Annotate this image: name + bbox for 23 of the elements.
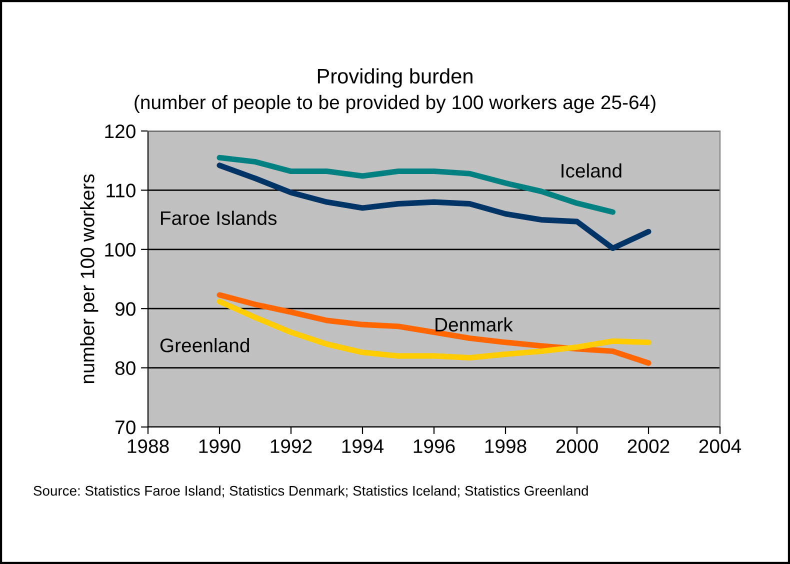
y-axis-title: number per 100 workers — [80, 174, 98, 384]
chart-subtitle: (number of people to be provided by 100 workers age 25-64) — [134, 94, 656, 114]
y-tick-label: 70 — [116, 420, 136, 434]
y-tick-label: 80 — [115, 361, 136, 376]
x-tick-label: 1994 — [342, 439, 384, 454]
x-tick-label: 2002 — [628, 439, 670, 454]
source-note: Source: Statistics Faroe Island; Statistics Denmark; Statistics Iceland; Statistics Greenland — [34, 486, 588, 498]
x-tick-label: 1990 — [199, 439, 240, 454]
y-tick-label: 90 — [115, 302, 136, 316]
x-tick-label: 1988 — [128, 439, 169, 454]
y-tick-label: 120 — [105, 124, 136, 138]
chart-title: Providing burden — [318, 68, 472, 88]
x-tick-label: 1998 — [485, 439, 526, 454]
series-label: Iceland — [562, 163, 622, 178]
y-tick-label: 100 — [105, 242, 136, 257]
series-label: Greenland — [160, 338, 249, 352]
series-label: Denmark — [436, 317, 513, 332]
x-tick-label: 1996 — [414, 439, 455, 454]
y-tick-label: 110 — [106, 184, 136, 198]
x-tick-label: 2000 — [556, 439, 598, 454]
series-label: Faroe Islands — [161, 210, 277, 226]
x-tick-label: 2004 — [699, 439, 742, 454]
x-tick-label: 1992 — [270, 439, 312, 454]
